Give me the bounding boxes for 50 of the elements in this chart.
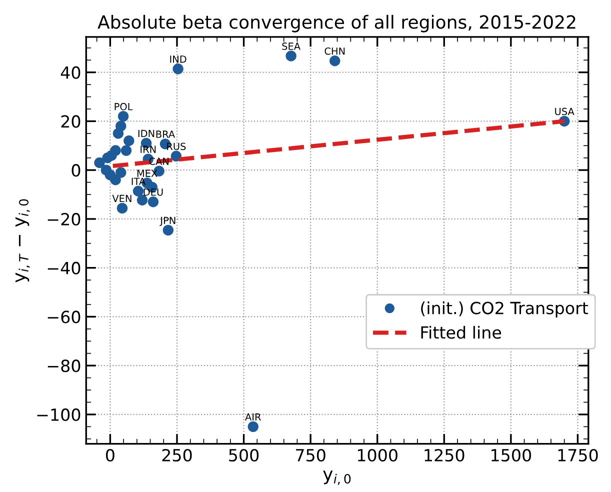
y-tick-label: −20 xyxy=(48,212,80,226)
annotation: CHN xyxy=(324,47,345,55)
y-tick-label: −80 xyxy=(48,360,80,372)
chart-title: Absolute beta convergence of all regions, 2015-2022 xyxy=(98,14,576,32)
y-tick-label: 0 xyxy=(72,164,80,177)
annotation: AIR xyxy=(245,413,261,420)
y-tick-label: −60 xyxy=(48,310,80,324)
point xyxy=(136,194,148,206)
point xyxy=(248,421,258,432)
point xyxy=(132,186,144,196)
y-tick-label: −40 xyxy=(48,262,80,274)
legend-label: (init.) CO2 Transport xyxy=(421,301,588,318)
point xyxy=(116,120,126,132)
annotation: POL xyxy=(114,102,133,110)
x-tick-label: 1250 xyxy=(424,448,464,462)
annotation: IRN xyxy=(140,146,156,153)
annotation: VEN xyxy=(112,194,132,202)
point xyxy=(120,145,132,156)
x-tick-label: 1500 xyxy=(492,448,532,462)
point xyxy=(94,157,105,168)
y-tick-label: 40 xyxy=(60,66,80,79)
point xyxy=(124,135,134,146)
annotation: JPN xyxy=(160,216,176,226)
annotation: BRA xyxy=(156,130,175,138)
x-tick-label: 1750 xyxy=(558,448,598,462)
annotation: IND xyxy=(170,56,186,63)
point xyxy=(110,145,121,156)
x-tick-label: 250 xyxy=(162,448,192,462)
x-axis-title: y$_{i,0}$ xyxy=(323,470,351,485)
x-tick-label: 0 xyxy=(106,448,114,462)
point xyxy=(286,50,296,62)
annotation: USA xyxy=(555,108,574,116)
x-tick-label: 500 xyxy=(229,448,259,462)
point xyxy=(170,150,182,162)
point xyxy=(148,196,159,208)
point xyxy=(118,110,129,122)
annotation: DEU xyxy=(144,188,163,196)
point xyxy=(110,174,121,186)
y-tick-label: 20 xyxy=(61,115,80,128)
point xyxy=(330,55,340,66)
x-tick-label: 750 xyxy=(296,448,326,462)
y-axis-title: y$_{i,T}$ − y$_{i,0}$ xyxy=(16,199,30,282)
annotation: SEA xyxy=(282,42,300,50)
point xyxy=(172,64,184,74)
legend-label: Fitted line xyxy=(421,326,502,339)
y-tick-label: −100 xyxy=(37,408,80,422)
annotation: IDN xyxy=(138,130,154,138)
point xyxy=(116,167,126,178)
point xyxy=(116,202,128,214)
x-tick-label: 1000 xyxy=(358,448,398,462)
